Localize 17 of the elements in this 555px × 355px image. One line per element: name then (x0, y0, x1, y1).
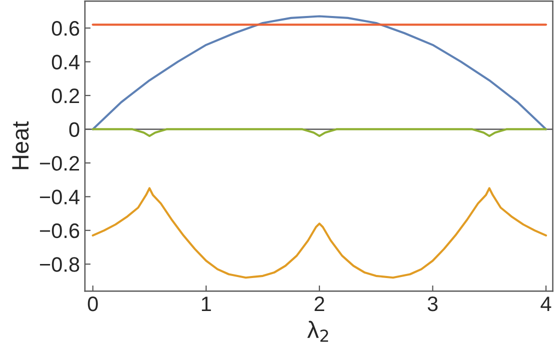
x-tick-label: 2 (314, 296, 324, 312)
x-tick-label: 4 (540, 296, 552, 312)
x-tick-label: 3 (428, 296, 438, 312)
x-tick-label: 0 (88, 296, 98, 312)
x-axis-title: λ$_{2}$ (307, 320, 328, 342)
line-series (92, 187, 548, 279)
y-axis-title: Heat (12, 121, 29, 170)
y-tick-label: 0.2 (52, 88, 80, 104)
x-tick-label: 1 (202, 296, 211, 312)
y-tick-label: 0 (69, 122, 80, 137)
y-tick-label: −0.6 (40, 223, 80, 238)
y-tick-label: 0.4 (52, 54, 80, 70)
y-tick-label: −0.8 (40, 257, 80, 272)
line-series (92, 15, 548, 130)
y-tick-label: −0.4 (40, 190, 80, 204)
y-tick-label: 0.6 (52, 21, 80, 36)
y-tick-label: −0.2 (40, 156, 80, 171)
